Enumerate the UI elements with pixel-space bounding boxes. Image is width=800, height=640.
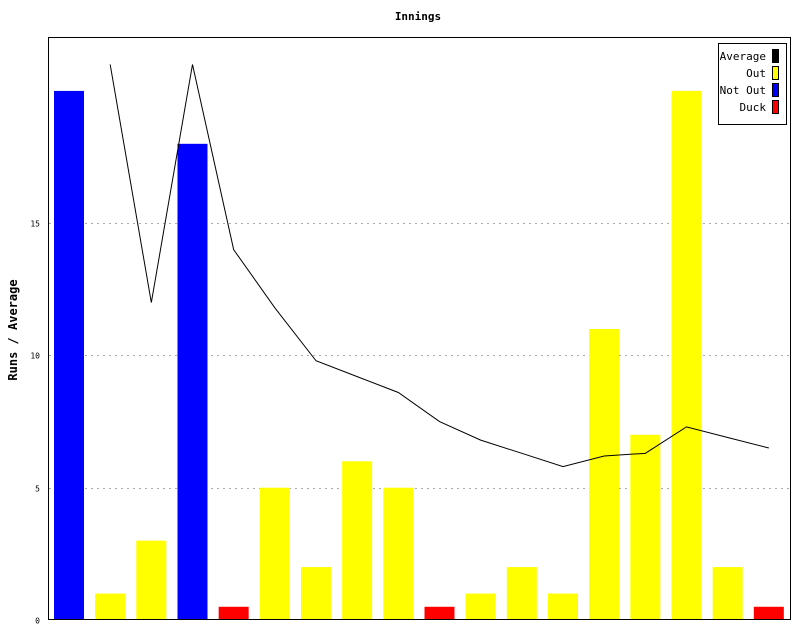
legend-label: Average (720, 50, 766, 63)
bar-out (589, 329, 620, 620)
bar-out (136, 540, 167, 620)
bar-duck (424, 606, 455, 620)
y-axis-ticks: 0 5 10 15 (30, 220, 40, 626)
bar-not-out (54, 90, 84, 621)
legend-swatch (772, 66, 779, 80)
bar-not-out (177, 143, 208, 620)
bar-duck (753, 606, 784, 620)
plot-frame (48, 37, 791, 620)
bar-out (259, 487, 290, 620)
bar-out (548, 593, 578, 620)
bar-out (383, 487, 414, 620)
bar-out (671, 90, 702, 621)
bar-out (301, 567, 331, 620)
legend: Average Out Not Out Duck (718, 43, 787, 125)
bar-out (342, 461, 373, 620)
average-line (109, 64, 769, 468)
y-tick-label: 10 (30, 352, 40, 361)
legend-swatch (772, 83, 779, 97)
bar-out (630, 434, 661, 620)
bar-out (95, 593, 126, 620)
y-tick-label: 15 (30, 220, 40, 229)
chart-title: Innings (395, 10, 441, 23)
legend-swatch (772, 100, 779, 114)
bar-duck (218, 606, 249, 620)
y-tick-label: 5 (35, 485, 40, 494)
legend-label: Duck (740, 101, 767, 114)
legend-label: Out (746, 67, 766, 80)
bar-out (712, 567, 743, 620)
average-series-line (109, 64, 769, 468)
legend-swatch (772, 49, 779, 63)
y-axis-label: Runs / Average (6, 279, 20, 380)
bar-out (465, 593, 496, 620)
bar-out (506, 567, 537, 620)
bars (54, 90, 784, 621)
legend-label: Not Out (720, 84, 766, 97)
y-tick-label: 0 (35, 617, 40, 626)
